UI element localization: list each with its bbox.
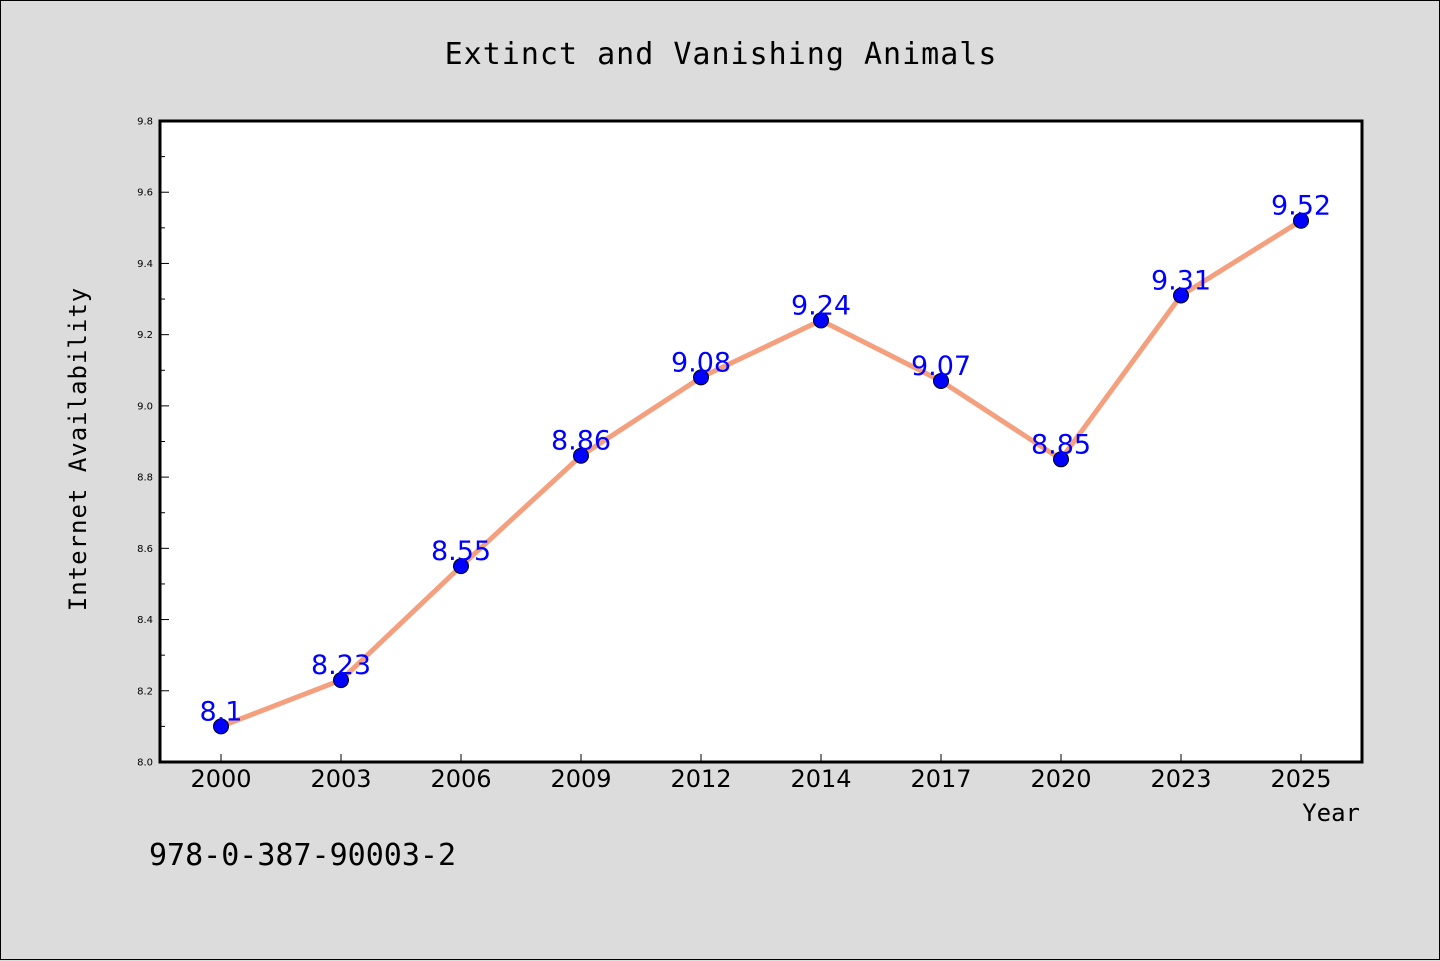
- x-tick-label: 2020: [1030, 765, 1091, 793]
- x-tick-label: 2000: [190, 765, 251, 793]
- x-tick-label: 2023: [1150, 765, 1211, 793]
- y-tick-label: 9.6: [137, 188, 153, 199]
- series-line: [218, 218, 1304, 729]
- data-label: 8.55: [431, 536, 491, 567]
- data-label: 9.08: [671, 347, 731, 378]
- x-tick-label: 2009: [550, 765, 611, 793]
- data-label: 8.85: [1031, 429, 1091, 460]
- x-tick-label: 2025: [1270, 765, 1331, 793]
- x-tick-label: 2003: [310, 765, 371, 793]
- y-tick-label: 8.2: [137, 686, 153, 697]
- data-label: 9.07: [911, 351, 971, 382]
- data-point: [813, 312, 829, 329]
- y-tick-label: 9.8: [137, 117, 153, 128]
- data-point: [213, 718, 229, 735]
- data-point: [1293, 212, 1309, 229]
- data-point: [333, 672, 349, 689]
- y-tick-label: 8.0: [137, 758, 153, 769]
- x-tick-label: 2017: [910, 765, 971, 793]
- y-axis-label: Internet Availability: [64, 287, 92, 611]
- y-tick-label: 8.6: [137, 544, 153, 555]
- x-tick-label: 2014: [790, 765, 851, 793]
- x-axis-label: Year: [1302, 799, 1360, 827]
- data-label: 8.23: [311, 650, 371, 681]
- data-point: [1053, 451, 1069, 468]
- footer-isbn: 978-0-387-90003-2: [149, 838, 456, 873]
- y-tick-label: 9.0: [137, 401, 153, 412]
- plot-border: [158, 119, 1364, 764]
- y-tick-label: 9.4: [137, 259, 153, 270]
- y-tick-label: 8.4: [137, 615, 153, 626]
- data-label: 9.52: [1271, 191, 1331, 222]
- x-axis-ticks: 2000 2003 2006 2009 2012 2014 2017 2020 2023 2025: [190, 754, 1332, 793]
- data-point: [453, 558, 469, 575]
- data-label: 9.24: [791, 290, 851, 321]
- data-label: 8.1: [200, 696, 243, 727]
- data-label: 8.86: [551, 426, 611, 457]
- x-tick-label: 2012: [670, 765, 731, 793]
- data-point: [573, 447, 589, 464]
- data-label: 9.31: [1151, 265, 1211, 296]
- plot-area: [160, 121, 1362, 762]
- data-point: [933, 372, 949, 389]
- data-point: [693, 369, 709, 386]
- y-tick-label: 9.2: [137, 330, 153, 341]
- data-point: [1173, 287, 1189, 304]
- chart-title: Extinct and Vanishing Animals: [445, 37, 998, 72]
- x-tick-label: 2006: [430, 765, 491, 793]
- y-tick-label: 8.8: [137, 473, 153, 484]
- series-layer: 8.1 8.23 8.55 8.86 9.08 9.24 9.07 8.85 9.31 9.52: [200, 191, 1331, 735]
